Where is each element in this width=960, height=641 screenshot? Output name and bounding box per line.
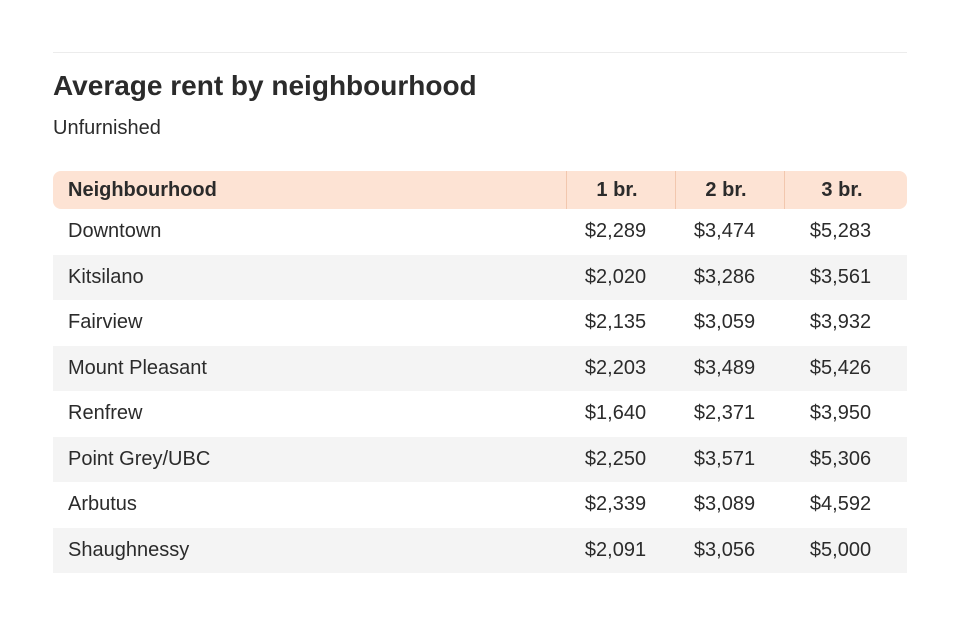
table-row: Fairview $2,135 $3,059 $3,932 [53,300,907,346]
rent-value: $4,592 [809,493,872,516]
table-row: Shaughnessy $2,091 $3,056 $5,000 [53,527,907,573]
table-row: Point Grey/UBC $2,250 $3,571 $5,306 [53,436,907,482]
rent-value: $3,571 [693,447,756,470]
neighbourhood-cell: Fairview [68,311,143,334]
rent-cell-1br: $2,250 [566,448,675,471]
neighbourhood-cell: Mount Pleasant [68,356,207,379]
rent-table: Neighbourhood 1 br. 2 br. 3 br. Downtown… [53,171,907,573]
table-row: Renfrew $1,640 $2,371 $3,950 [53,391,907,437]
rent-cell-3br: $3,932 [784,311,907,334]
rent-value: $3,474 [693,220,756,243]
rent-cell-2br: $3,089 [675,493,784,516]
rent-value: $3,561 [809,265,872,288]
neighbourhood-cell: Renfrew [68,402,143,425]
chart-subtitle: Unfurnished [53,117,161,139]
rent-value: $3,059 [693,311,756,334]
column-header-1br: 1 br. [566,171,675,209]
rent-cell-3br: $5,426 [784,357,907,380]
rent-cell-1br: $2,091 [566,539,675,562]
rent-cell-3br: $5,306 [784,448,907,471]
rent-cell-2br: $3,286 [675,266,784,289]
rent-value: $2,203 [584,356,647,379]
rent-value: $2,289 [584,220,647,243]
rent-value: $3,089 [693,493,756,516]
rent-cell-3br: $3,950 [784,402,907,425]
rent-value: $3,489 [693,356,756,379]
table-body: Downtown $2,289 $3,474 $5,283 Kitsilano $2,02… [53,209,907,573]
rent-value: $2,371 [693,402,756,425]
rent-value: $2,339 [584,493,647,516]
rent-cell-1br: $2,289 [566,220,675,243]
rent-value: $2,091 [584,538,647,561]
column-header-3br: 3 br. [784,171,907,209]
column-header-2br: 2 br. [675,171,784,209]
column-header-1br-label: 1 br. [596,179,638,201]
neighbourhood-cell: Arbutus [68,493,137,516]
rent-value: $5,306 [809,447,872,470]
rent-cell-1br: $2,135 [566,311,675,334]
rent-cell-3br: $3,561 [784,266,907,289]
neighbourhood-cell: Shaughnessy [68,538,190,561]
rent-cell-2br: $3,059 [675,311,784,334]
rent-value: $2,020 [584,265,647,288]
rent-cell-3br: $4,592 [784,493,907,516]
rent-value: $3,932 [809,311,872,334]
table-row: Arbutus $2,339 $3,089 $4,592 [53,482,907,528]
table-row: Downtown $2,289 $3,474 $5,283 [53,209,907,255]
rent-cell-1br: $2,339 [566,493,675,516]
neighbourhood-cell: Downtown [68,220,162,243]
rent-cell-2br: $3,056 [675,539,784,562]
rent-cell-1br: $2,203 [566,357,675,380]
neighbourhood-cell: Point Grey/UBC [68,447,211,470]
table-row: Mount Pleasant $2,203 $3,489 $5,426 [53,345,907,391]
column-header-2br-label: 2 br. [705,179,747,201]
rent-cell-2br: $3,489 [675,357,784,380]
rent-value: $5,000 [809,538,872,561]
rent-cell-1br: $2,020 [566,266,675,289]
rent-cell-3br: $5,000 [784,539,907,562]
rent-cell-3br: $5,283 [784,220,907,243]
rent-value: $1,640 [584,402,647,425]
rent-cell-1br: $1,640 [566,402,675,425]
rent-value: $2,135 [584,311,647,334]
neighbourhood-cell: Kitsilano [68,265,144,288]
rent-value: $3,950 [809,402,872,425]
rent-cell-2br: $2,371 [675,402,784,425]
rent-value: $3,286 [693,265,756,288]
rent-value: $2,250 [584,447,647,470]
table-row: Kitsilano $2,020 $3,286 $3,561 [53,254,907,300]
chart-title: Average rent by neighbourhood [53,70,477,101]
rent-value: $5,426 [809,356,872,379]
top-divider [53,52,907,53]
rent-cell-2br: $3,474 [675,220,784,243]
rent-cell-2br: $3,571 [675,448,784,471]
column-header-3br-label: 3 br. [821,179,863,201]
rent-value: $5,283 [809,220,872,243]
rent-value: $3,056 [693,538,756,561]
table-header: Neighbourhood 1 br. 2 br. 3 br. [53,171,907,209]
column-header-neighbourhood: Neighbourhood [68,179,217,201]
